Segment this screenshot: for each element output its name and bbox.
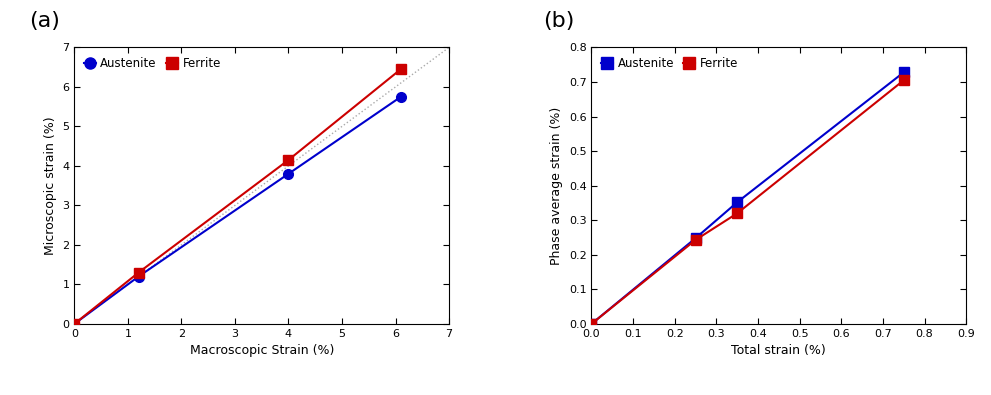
Ferrite bbox=[690, 237, 702, 242]
X-axis label: Total strain (%): Total strain (%) bbox=[731, 344, 826, 357]
Legend: Austenite, Ferrite: Austenite, Ferrite bbox=[598, 53, 742, 73]
Ferrite bbox=[731, 211, 743, 216]
Line: Austenite: Austenite bbox=[587, 68, 909, 329]
Austenite bbox=[586, 322, 598, 326]
Austenite bbox=[133, 274, 145, 279]
Y-axis label: Microscopic strain (%): Microscopic strain (%) bbox=[44, 117, 56, 255]
Ferrite bbox=[898, 78, 910, 83]
Ferrite bbox=[282, 158, 294, 162]
Ferrite bbox=[133, 270, 145, 275]
Y-axis label: Phase average strain (%): Phase average strain (%) bbox=[550, 107, 563, 265]
Austenite bbox=[690, 236, 702, 241]
Line: Ferrite: Ferrite bbox=[69, 64, 405, 329]
Austenite bbox=[731, 200, 743, 205]
Text: (b): (b) bbox=[543, 11, 574, 31]
Line: Austenite: Austenite bbox=[69, 92, 405, 329]
Line: Ferrite: Ferrite bbox=[587, 75, 909, 329]
Austenite bbox=[395, 94, 407, 99]
Ferrite bbox=[68, 322, 80, 326]
Ferrite bbox=[586, 322, 598, 326]
Text: (a): (a) bbox=[30, 11, 60, 31]
Ferrite bbox=[395, 67, 407, 71]
Austenite bbox=[68, 322, 80, 326]
Austenite bbox=[898, 70, 910, 75]
Legend: Austenite, Ferrite: Austenite, Ferrite bbox=[80, 53, 225, 73]
X-axis label: Macroscopic Strain (%): Macroscopic Strain (%) bbox=[189, 344, 334, 357]
Austenite bbox=[282, 171, 294, 176]
